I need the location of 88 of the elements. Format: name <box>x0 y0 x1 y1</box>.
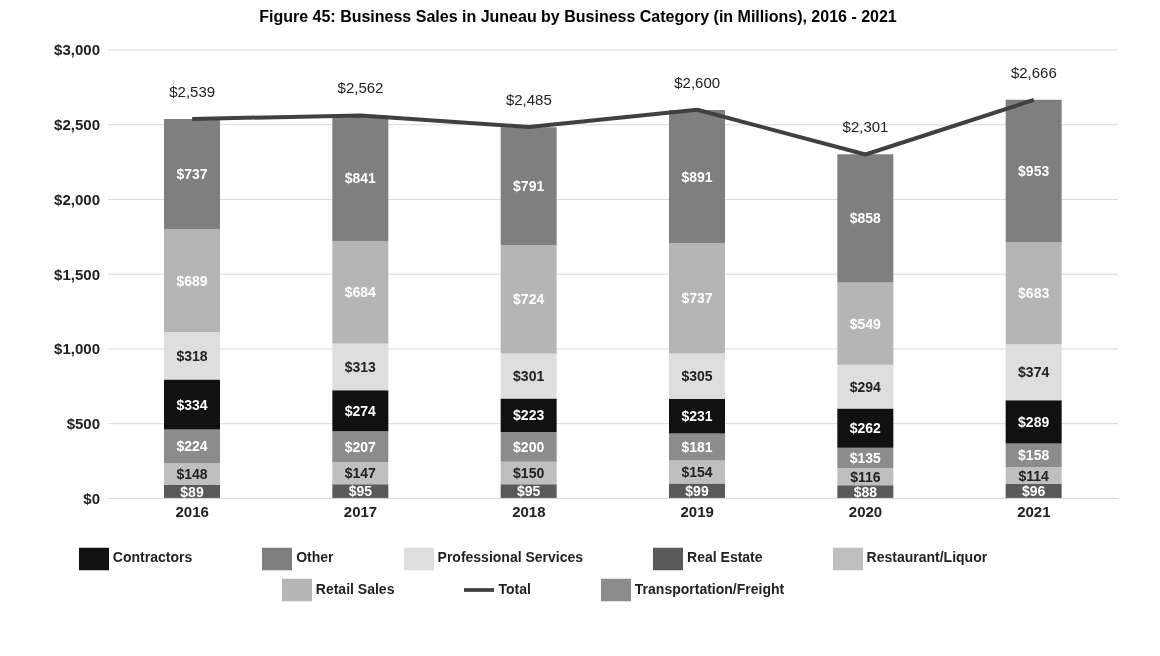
data-label: $841 <box>344 170 377 187</box>
data-label: $318 <box>176 347 208 364</box>
bar <box>669 353 725 400</box>
legend-label: Transportation/Freight <box>634 580 785 597</box>
y-tick-label: $1,500 <box>54 265 100 283</box>
legend-label: Contractors <box>112 549 193 566</box>
data-label: $549 <box>849 315 882 332</box>
bar <box>332 390 389 432</box>
y-tick-label: $0 <box>83 489 100 507</box>
data-label: $207 <box>344 438 377 455</box>
data-label: $88 <box>853 483 878 500</box>
y-tick-label: $3,000 <box>54 41 100 59</box>
data-label: $116 <box>850 468 881 485</box>
bar <box>500 127 557 246</box>
x-tick-label: 2017 <box>343 503 378 521</box>
data-label: $95 <box>516 483 541 500</box>
bar <box>332 241 389 344</box>
data-label: $274 <box>344 402 377 419</box>
data-label: $223 <box>513 407 545 424</box>
y-tick-label: $500 <box>66 415 100 432</box>
data-label: $891 <box>681 168 713 185</box>
legend-label: Restaurant/Liquor <box>866 549 988 566</box>
x-tick-label: 2019 <box>680 503 714 521</box>
bar <box>669 399 725 434</box>
legend-label: Retail Sales <box>315 580 395 597</box>
bar <box>1005 242 1062 345</box>
bar <box>332 115 389 242</box>
bar <box>837 154 894 283</box>
y-tick-label: $1,000 <box>54 340 100 358</box>
data-label: $181 <box>681 439 713 456</box>
data-label: $294 <box>849 378 882 395</box>
data-label: $953 <box>1018 162 1050 179</box>
x-tick-label: 2021 <box>1017 503 1051 521</box>
chart-title: Figure 45: Business Sales in Juneau by Business Category (in Millions), 2016 - 2021 <box>258 8 898 26</box>
data-label: $374 <box>1018 364 1050 381</box>
bar <box>164 379 220 430</box>
y-tick-label: $2,000 <box>54 190 100 208</box>
data-label: $858 <box>849 210 882 227</box>
data-label: $135 <box>849 449 882 466</box>
data-label: $2,539 <box>169 82 216 100</box>
data-label: $2,485 <box>505 90 552 108</box>
data-label: $2,666 <box>1010 63 1057 81</box>
data-label: $224 <box>176 438 208 455</box>
data-label: $2,562 <box>337 79 384 97</box>
bar <box>669 110 725 244</box>
data-label: $158 <box>1018 447 1050 464</box>
data-label: $305 <box>681 368 713 385</box>
data-label: $231 <box>681 408 713 425</box>
data-label: $313 <box>344 358 377 375</box>
data-label: $2,600 <box>674 73 721 91</box>
legend-label: Other <box>296 549 334 566</box>
data-label: $99 <box>685 483 709 500</box>
data-label: $683 <box>1018 285 1050 302</box>
bar <box>669 243 725 354</box>
data-label: $262 <box>849 420 882 437</box>
data-label: $89 <box>180 483 204 500</box>
bar <box>1005 99 1062 243</box>
data-label: $148 <box>176 466 208 483</box>
bar <box>500 245 557 354</box>
data-label: $689 <box>176 272 208 289</box>
x-tick-label: 2018 <box>512 503 546 521</box>
legend-label: Professional Services <box>437 549 584 566</box>
bar <box>164 229 220 333</box>
data-label: $737 <box>681 290 713 307</box>
data-label: $334 <box>176 396 208 413</box>
data-label: $200 <box>513 438 545 455</box>
data-label: $301 <box>513 368 545 385</box>
data-label: $684 <box>344 284 377 301</box>
x-tick-label: 2020 <box>848 503 883 521</box>
bar <box>837 282 894 365</box>
data-label: $147 <box>344 465 377 482</box>
data-label: $95 <box>348 483 373 500</box>
data-label: $154 <box>681 464 713 481</box>
data-label: $289 <box>1018 413 1050 430</box>
bar <box>837 364 894 409</box>
legend-label: Real Estate <box>687 549 763 566</box>
data-label: $96 <box>1021 483 1046 500</box>
data-label: $737 <box>176 165 208 182</box>
data-label: $150 <box>513 465 545 481</box>
data-label: $2,301 <box>842 118 889 136</box>
data-label: $114 <box>1018 467 1050 484</box>
legend-label: Total <box>498 580 531 597</box>
bar <box>164 118 220 230</box>
bar <box>500 353 557 399</box>
data-label: $791 <box>513 178 545 195</box>
y-tick-label: $2,500 <box>54 116 100 134</box>
x-tick-label: 2016 <box>175 503 209 521</box>
data-label: $724 <box>513 291 545 308</box>
